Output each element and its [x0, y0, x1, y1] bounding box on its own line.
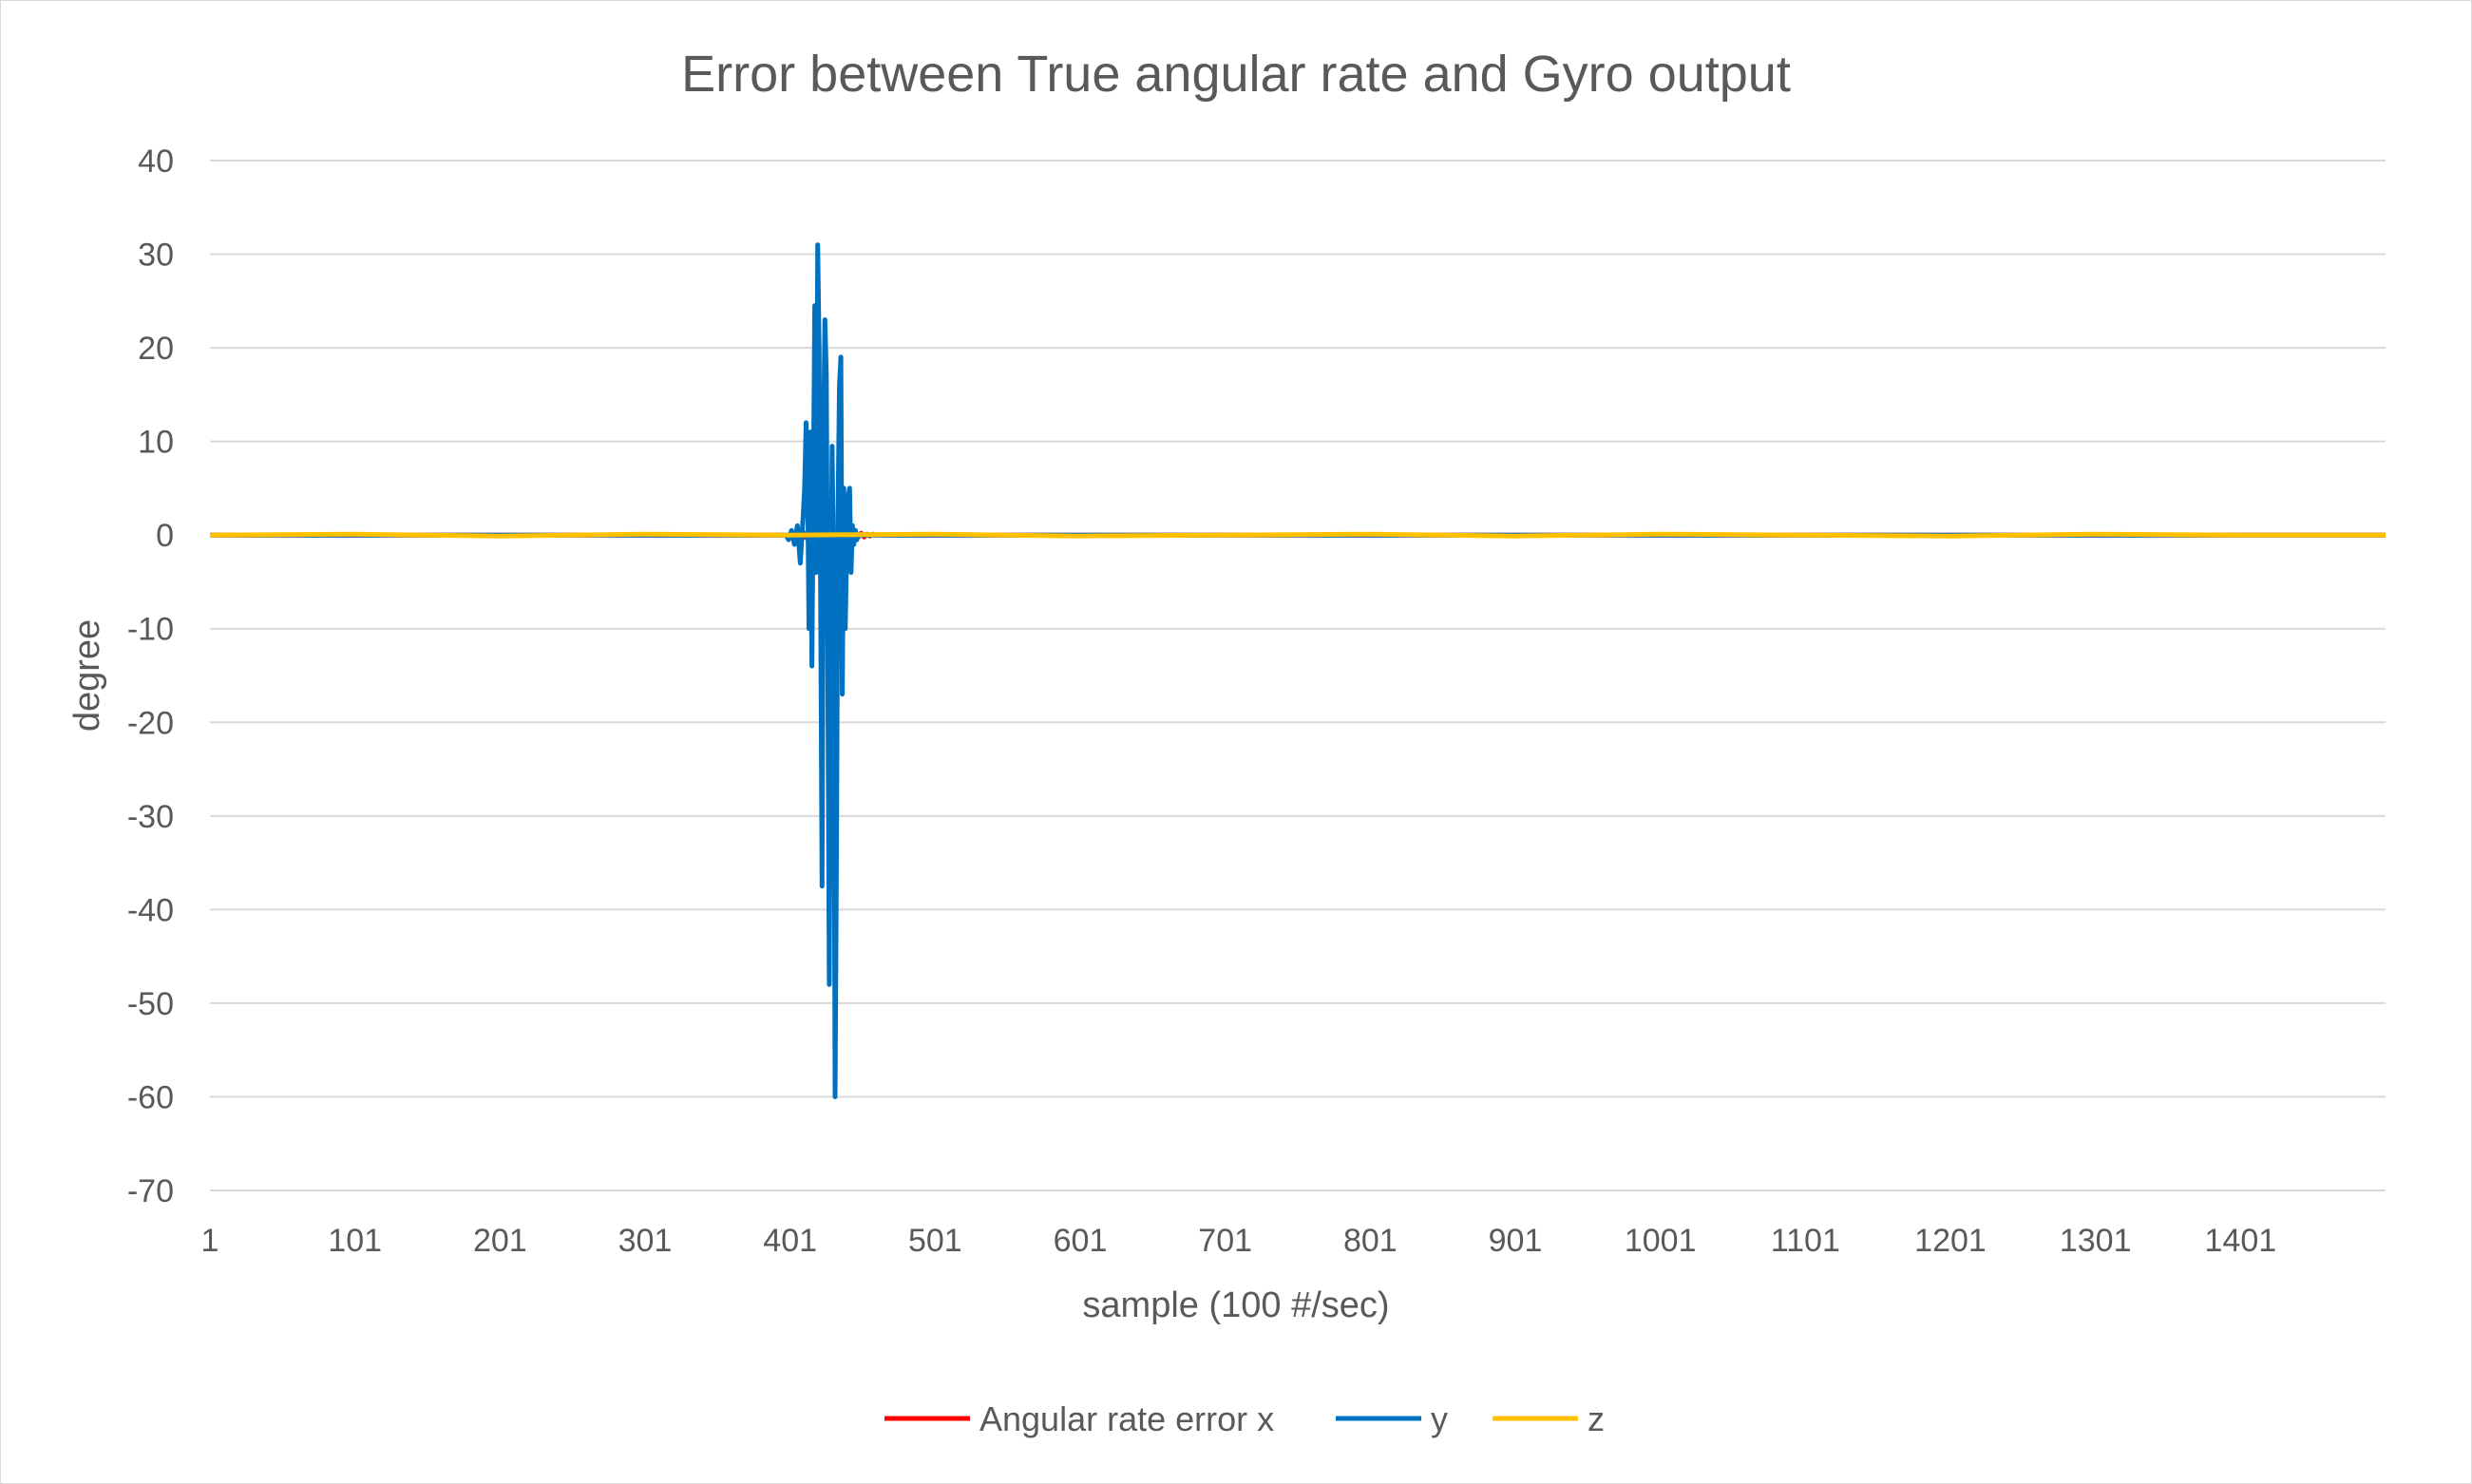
x-tick-label: 601 — [1054, 1223, 1108, 1259]
x-tick-label: 1001 — [1625, 1223, 1697, 1259]
x-tick-label: 1 — [201, 1223, 219, 1259]
y-tick-label: -10 — [127, 612, 174, 648]
y-tick-label: 0 — [156, 518, 174, 554]
y-tick-label: -50 — [127, 986, 174, 1022]
x-tick-label: 401 — [763, 1223, 817, 1259]
y-tick-label: -70 — [127, 1173, 174, 1209]
gridlines — [210, 160, 2386, 1191]
x-tick-label: 501 — [908, 1223, 962, 1259]
y-tick-label: 40 — [138, 143, 174, 180]
series-line-z — [209, 531, 2386, 539]
x-tick-label: 301 — [618, 1223, 673, 1259]
y-tick-label: -60 — [127, 1079, 174, 1115]
legend-label: z — [1588, 1399, 1605, 1438]
x-tick-label: 201 — [473, 1223, 527, 1259]
legend-label: Angular rate error x — [979, 1399, 1274, 1438]
y-tick-label: -40 — [127, 892, 174, 928]
series-line-y — [210, 242, 2386, 1099]
x-tick-label: 701 — [1198, 1223, 1252, 1259]
legend: Angular rate error x y z — [884, 1399, 1605, 1438]
x-tick-label: 101 — [328, 1223, 382, 1259]
series-lines — [209, 242, 2386, 1099]
x-axis-title: sample (100 #/sec) — [1082, 1285, 1389, 1325]
y-tick-label: 10 — [138, 425, 174, 461]
legend-label: y — [1431, 1399, 1448, 1438]
x-tick-label: 901 — [1489, 1223, 1543, 1259]
x-axis-ticks: 1 101 201 301 401 501 601 701 801 901 1001 1101 1201… — [201, 1223, 2277, 1259]
y-tick-label: 30 — [138, 238, 174, 274]
y-tick-label: -30 — [127, 799, 174, 835]
chart-title: Error between True angular rate and Gyro… — [681, 46, 1791, 103]
x-tick-label: 1201 — [1914, 1223, 1987, 1259]
y-tick-label: -20 — [127, 705, 174, 741]
x-tick-label: 801 — [1343, 1223, 1398, 1259]
y-tick-label: 20 — [138, 331, 174, 367]
y-axis-title: degree — [67, 619, 107, 732]
y-axis-ticks: 40 30 20 10 0 -10 -20 -30 -40 -50 -60 -70 — [127, 143, 174, 1209]
x-tick-label: 1401 — [2205, 1223, 2277, 1259]
x-tick-label: 1101 — [1771, 1223, 1840, 1259]
x-tick-label: 1301 — [2060, 1223, 2132, 1259]
